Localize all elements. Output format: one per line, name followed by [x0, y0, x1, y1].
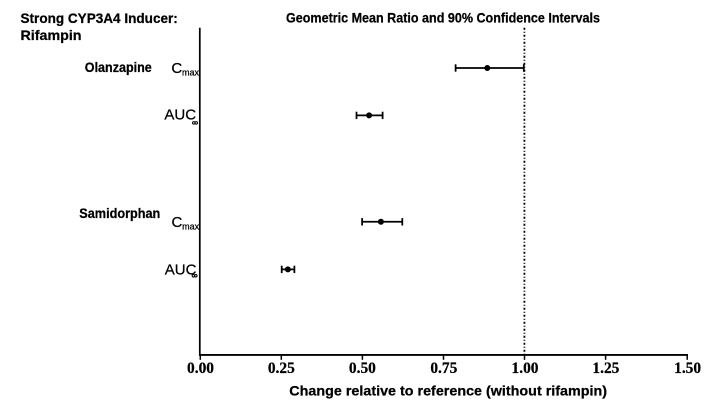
svg-text:Geometric Mean Ratio and 90% C: Geometric Mean Ratio and 90% Confidence …	[286, 10, 600, 26]
svg-text:Rifampin: Rifampin	[21, 27, 82, 43]
svg-text:0.75: 0.75	[430, 360, 457, 377]
svg-text:max: max	[182, 222, 200, 232]
svg-text:C: C	[172, 214, 183, 231]
svg-text:1.00: 1.00	[512, 360, 539, 377]
svg-text:Strong CYP3A4 Inducer:: Strong CYP3A4 Inducer:	[21, 10, 178, 26]
svg-text:1.25: 1.25	[592, 360, 619, 377]
svg-text:AUC: AUC	[165, 261, 197, 278]
svg-text:max: max	[182, 68, 200, 78]
svg-text:0.25: 0.25	[268, 360, 295, 377]
svg-text:Olanzapine: Olanzapine	[85, 59, 152, 75]
svg-text:AUC: AUC	[164, 107, 196, 124]
svg-text:1.50: 1.50	[674, 360, 701, 377]
svg-text:Samidorphan: Samidorphan	[79, 206, 160, 221]
svg-text:Change relative to reference (: Change relative to reference (without ri…	[289, 383, 607, 399]
svg-text:0.50: 0.50	[349, 360, 376, 377]
svg-text:0.00: 0.00	[187, 360, 214, 377]
svg-text:C: C	[171, 60, 182, 77]
